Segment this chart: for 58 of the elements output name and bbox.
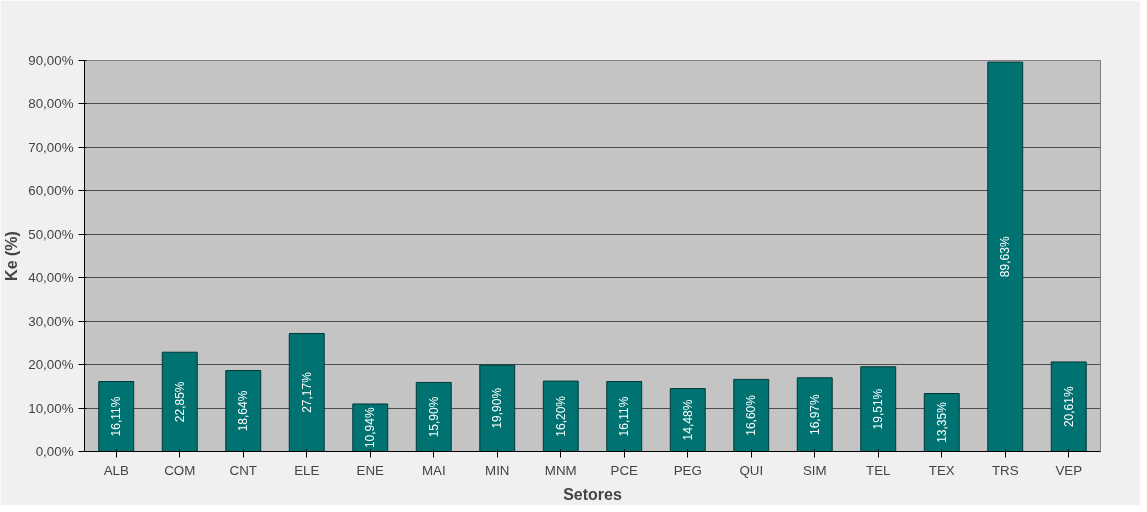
bar (479, 364, 516, 452)
x-tick-label: ENE (356, 462, 385, 478)
bar (1050, 361, 1087, 452)
data-label: 89,63% (998, 236, 1013, 278)
bar (987, 61, 1024, 452)
y-tick-label: 60,00% (28, 183, 74, 199)
y-axis-title: Ke (%) (3, 231, 21, 281)
data-label: 27,17% (299, 371, 314, 413)
bar (669, 388, 706, 452)
x-tick-label: ALB (103, 462, 129, 478)
x-tick-label: TEL (866, 462, 891, 478)
bar (796, 377, 833, 452)
x-tick-label: TEX (928, 462, 955, 478)
x-tick-label: COM (164, 462, 196, 478)
y-tick-label: 70,00% (28, 139, 74, 155)
data-label: 14,48% (680, 399, 695, 441)
x-tick-label: MAI (421, 462, 446, 478)
data-label: 20,61% (1061, 386, 1076, 428)
bar (225, 370, 262, 452)
y-tick-label: 80,00% (28, 96, 74, 112)
y-tick-label: 20,00% (28, 357, 74, 373)
data-label: 16,97% (807, 393, 822, 435)
x-tick-label: PCE (610, 462, 639, 478)
y-tick-label: 10,00% (28, 400, 74, 416)
data-label: 15,90% (426, 396, 441, 438)
y-tick-label: 40,00% (28, 270, 74, 286)
bar (288, 332, 325, 452)
data-label: 19,51% (871, 388, 886, 430)
x-axis-title: Setores (563, 485, 622, 503)
x-tick-label: MNM (544, 462, 577, 478)
y-tick-label: 90,00% (28, 53, 74, 68)
x-tick-label: QUI (739, 462, 764, 478)
bar (542, 380, 579, 452)
y-tick-label: 30,00% (28, 313, 74, 329)
x-tick-label: SIM (802, 462, 827, 478)
data-label: 10,94% (363, 407, 378, 449)
x-tick-label: ELE (294, 462, 320, 478)
data-label: 19,90% (490, 387, 505, 429)
bar (98, 381, 135, 452)
data-label: 16,60% (744, 394, 759, 436)
data-label: 13,35% (934, 401, 949, 443)
bar (606, 381, 643, 452)
x-tick-label: TRS (991, 462, 1019, 478)
bar (415, 381, 452, 452)
data-label: 16,11% (617, 396, 632, 437)
x-tick-label: VEP (1055, 462, 1083, 478)
bar (860, 366, 897, 452)
data-label: 16,20% (553, 395, 568, 437)
y-tick-label: 50,00% (28, 226, 74, 242)
bar (161, 351, 198, 452)
data-label: 18,64% (236, 390, 251, 432)
x-tick-label: MIN (485, 462, 510, 478)
y-tick-label: 0,00% (35, 444, 74, 459)
bar (733, 378, 770, 452)
x-tick-label: CNT (229, 462, 257, 478)
data-label: 22,85% (172, 381, 187, 423)
x-tick-label: PEG (673, 462, 702, 478)
data-label: 16,11% (109, 396, 124, 437)
